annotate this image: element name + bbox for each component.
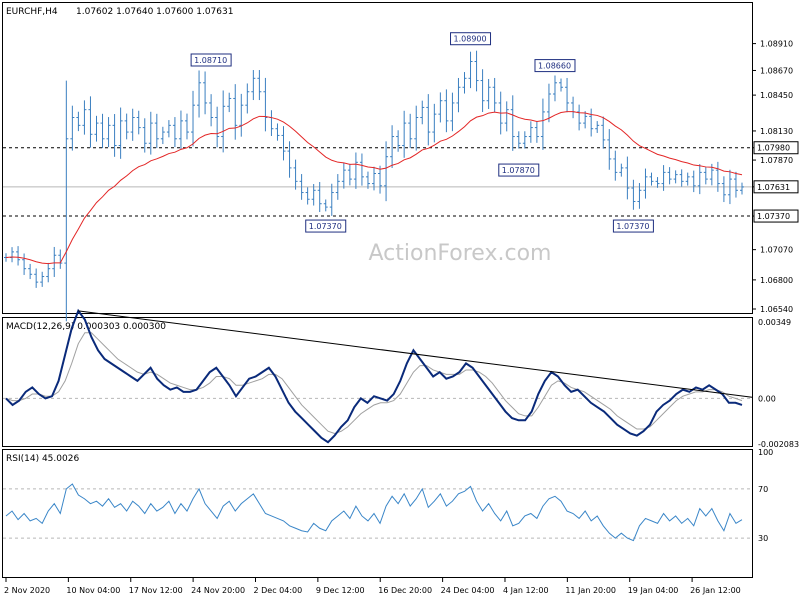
price-annotation-label: 1.07370	[309, 222, 342, 231]
macd-tick-label: 0.00	[758, 394, 776, 403]
price-symbol-label: EURCHF,H4	[6, 7, 58, 17]
rsi-tick-label: 100	[758, 448, 773, 457]
macd-title: MACD(12,26,9) 0.000303 0.000300	[6, 322, 166, 332]
price-annotation-label: 1.07370	[616, 222, 649, 231]
macd-line	[5, 308, 743, 444]
macd-trendline	[78, 310, 753, 398]
time-tick-label: 19 Jan 04:00	[628, 586, 679, 595]
level-box	[753, 141, 799, 155]
time-tick-label: 26 Jan 12:00	[690, 586, 741, 595]
macd-plot: 0.00349 0.00 -0.002083	[3, 308, 799, 449]
moving-average-line	[5, 111, 743, 265]
price-tick-label: 1.08910	[760, 40, 793, 49]
price-annotation-label: 1.08900	[454, 35, 487, 44]
time-tick-label: 24 Nov 20:00	[191, 586, 245, 595]
time-tick-label: 2 Nov 2020	[4, 586, 50, 595]
time-tick-label: 4 Jan 12:00	[503, 586, 549, 595]
price-panel-frame	[2, 2, 753, 314]
rsi-plot: 100 70 30	[3, 448, 773, 543]
level-box	[753, 209, 799, 223]
time-axis: 2 Nov 2020 10 Nov 04:00 17 Nov 12:00 24 Nov…	[4, 578, 741, 595]
rsi-line	[5, 483, 743, 542]
price-annotation-box	[612, 219, 654, 233]
price-tick-label: 1.07070	[760, 246, 793, 255]
price-tick-label: 1.07870	[760, 156, 793, 165]
rsi-title: RSI(14) 45.0026	[6, 454, 79, 464]
price-annotation-box	[534, 59, 576, 73]
rsi-panel-frame	[2, 449, 753, 578]
price-annotation-label: 1.08710	[194, 56, 227, 65]
time-tick-label: 2 Dec 04:00	[253, 586, 302, 595]
time-tick-label: 9 Dec 12:00	[316, 586, 365, 595]
macd-tick-label: 0.00349	[758, 318, 791, 327]
price-annotation-label: 1.08660	[538, 62, 571, 71]
price-tick-label: 1.08450	[760, 91, 793, 100]
price-tick-label: 1.08670	[760, 66, 793, 75]
price-tick-label: 1.06540	[760, 305, 793, 314]
current-price-box	[753, 180, 799, 194]
level-label: 1.07980	[757, 144, 790, 153]
current-price-label: 1.07631	[757, 183, 790, 192]
rsi-tick-label: 30	[758, 534, 768, 543]
price-annotation-box	[190, 53, 232, 67]
time-tick-label: 11 Jan 20:00	[565, 586, 616, 595]
level-label: 1.07370	[757, 212, 790, 221]
price-annotation-box	[498, 163, 540, 177]
time-tick-label: 24 Dec 04:00	[441, 586, 495, 595]
time-tick-label: 16 Dec 20:00	[378, 586, 432, 595]
time-tick-label: 10 Nov 04:00	[66, 586, 120, 595]
macd-panel-frame	[2, 317, 753, 447]
price-annotation-label: 1.07870	[502, 166, 535, 175]
macd-tick-label: -0.002083	[758, 440, 799, 449]
watermark-text: ActionForex.com	[369, 241, 552, 266]
price-annotation-box	[305, 219, 347, 233]
price-annotation-box	[450, 32, 492, 46]
price-ohlc-label: 1.07602 1.07640 1.07600 1.07631	[76, 7, 233, 17]
price-plot: 1.08910 1.08670 1.08450 1.08130 1.07980 1.078…	[3, 32, 799, 322]
price-tick-label: 1.08130	[760, 127, 793, 136]
time-tick-label: 17 Nov 12:00	[129, 586, 183, 595]
macd-signal-line	[5, 332, 743, 434]
price-tick-label: 1.06800	[760, 276, 793, 285]
rsi-tick-label: 70	[758, 485, 768, 494]
